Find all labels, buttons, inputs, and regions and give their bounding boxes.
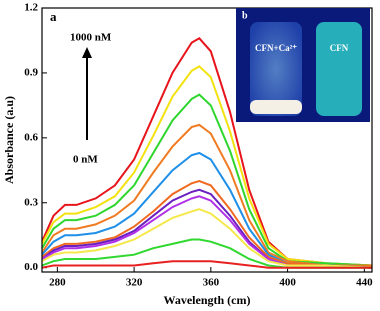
x-tick-label: 440: [356, 277, 373, 289]
x-tick-label: 400: [279, 277, 296, 289]
vial-left: [250, 22, 302, 116]
spectrum-line: [41, 260, 372, 269]
spectrum-line: [41, 93, 373, 267]
spectrum-line: [41, 151, 373, 269]
arrow-head: [82, 47, 92, 58]
y-tick-label: 0.6: [24, 131, 38, 143]
vial-right: [316, 22, 362, 116]
x-axis-label: Wavelength (cm): [164, 293, 251, 307]
y-tick-label: 0.9: [24, 66, 38, 78]
spectrum-line: [41, 65, 373, 267]
x-tick-label: 360: [203, 277, 220, 289]
y-tick-label: 1.2: [24, 2, 38, 14]
annotation: 0 nM: [73, 154, 98, 166]
spectrum-line: [41, 195, 373, 269]
inset-label: CFN: [330, 43, 349, 53]
inset-label: CFN+Ca²⁺: [255, 43, 297, 53]
y-axis-label: Absorbance (a.u): [2, 96, 16, 184]
plot-area: 0.0 0.3 0.6 0.9 1.2 280 320 360 400 440: [24, 2, 373, 289]
y-tick-label: 0.0: [24, 261, 38, 273]
inset-photo: b CFN+Ca²⁺ CFN: [236, 8, 370, 122]
vial-sediment: [250, 100, 302, 114]
panel-label: a: [50, 9, 57, 24]
spectrum-line: [41, 180, 373, 269]
spectrum-line: [41, 238, 372, 269]
y-tick-label: 0.3: [24, 196, 38, 208]
spectrum-line: [41, 188, 373, 269]
spectrum-line: [41, 208, 373, 269]
spectrum-line: [41, 123, 372, 267]
plot-frame: [41, 7, 373, 273]
spectrum-line: [41, 37, 373, 267]
annotation: 1000 nM: [70, 32, 112, 44]
x-tick-label: 280: [49, 277, 66, 289]
inset-panel-label: b: [242, 10, 248, 21]
x-tick-label: 320: [126, 277, 143, 289]
